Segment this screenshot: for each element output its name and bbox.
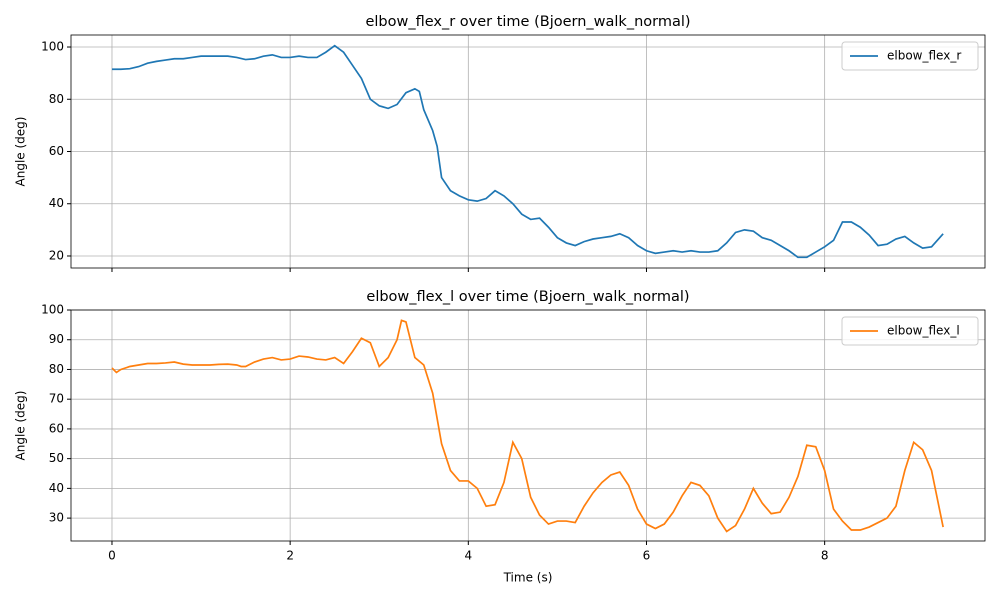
legend: elbow_flex_l	[841, 316, 979, 346]
x-tick-label: 6	[643, 549, 651, 563]
data-line	[111, 319, 944, 533]
y-axis-label: Angle (deg)	[14, 391, 28, 461]
x-axis-label: Time (s)	[503, 571, 553, 585]
y-tick-label: 40	[49, 196, 64, 210]
y-tick-label: 50	[49, 451, 64, 465]
x-tick-label: 4	[464, 549, 472, 563]
legend-box	[841, 41, 979, 71]
y-tick-label: 90	[49, 332, 64, 346]
y-tick-label: 30	[49, 511, 64, 525]
y-tick-label: 80	[49, 362, 64, 376]
y-tick-label: 60	[49, 144, 64, 158]
x-tick-label: 0	[108, 549, 116, 563]
y-tick-label: 80	[49, 92, 64, 106]
legend-label: elbow_flex_r	[887, 49, 961, 63]
y-tick-label: 40	[49, 481, 64, 495]
legend: elbow_flex_r	[841, 41, 979, 71]
y-tick-label: 20	[49, 248, 64, 262]
data-line	[111, 44, 944, 259]
x-tick-label: 2	[286, 549, 294, 563]
y-tick-label: 60	[49, 421, 64, 435]
y-tick-label: 70	[49, 392, 64, 406]
plot-frame	[70, 309, 986, 542]
plot-frame	[70, 34, 986, 269]
chart-title: elbow_flex_r over time (Bjoern_walk_norm…	[365, 14, 690, 30]
x-tick-label: 8	[821, 549, 829, 563]
subplot: elbow_flex_l over time (Bjoern_walk_norm…	[14, 289, 986, 585]
y-axis-label: Angle (deg)	[14, 117, 28, 187]
legend-box	[841, 316, 979, 346]
legend-label: elbow_flex_l	[887, 324, 960, 338]
y-tick-label: 100	[41, 303, 64, 317]
subplot: elbow_flex_r over time (Bjoern_walk_norm…	[14, 14, 986, 272]
chart-title: elbow_flex_l over time (Bjoern_walk_norm…	[366, 289, 689, 305]
y-tick-label: 100	[41, 40, 64, 54]
